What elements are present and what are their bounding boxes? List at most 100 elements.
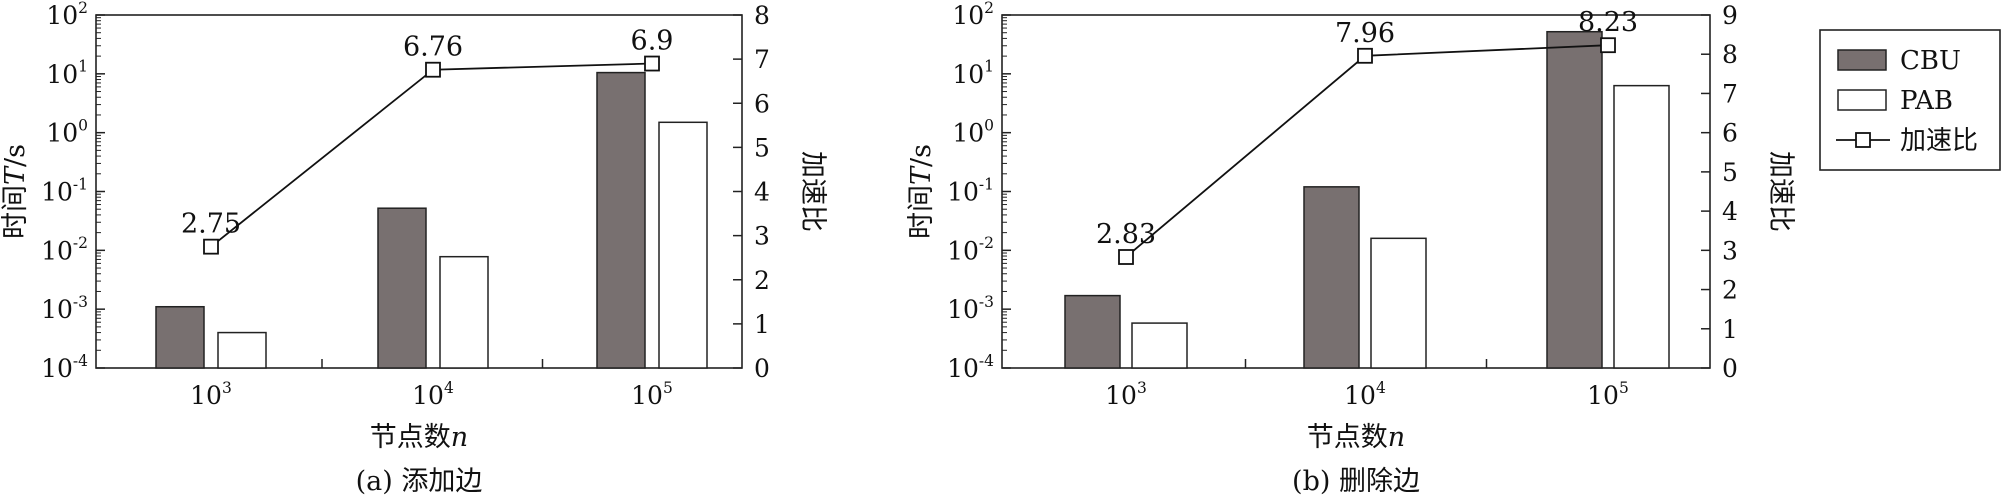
y-tick-label: 10-3 (41, 293, 88, 324)
bar-pab-1 (439, 255, 489, 369)
y2-tick-label: 7 (754, 45, 770, 74)
bar-cbu-0 (1064, 294, 1121, 369)
speedup-label-0: 2.83 (1096, 219, 1156, 250)
bar-cbu-1 (377, 207, 427, 369)
y2-tick-label: 3 (1722, 236, 1738, 265)
y2-tick-label: 4 (1722, 197, 1738, 226)
y2-tick-label: 3 (754, 222, 770, 251)
bar-pab-0 (1131, 322, 1188, 369)
y-tick-label-exponent: 1 (78, 58, 88, 76)
y-tick-label-exponent: -4 (73, 352, 88, 370)
y-tick-label-exponent: -1 (979, 175, 994, 193)
x-tick-label-base: 10 (1344, 381, 1376, 410)
y2-tick-label: 5 (1722, 158, 1738, 187)
bar-pab-2 (1613, 84, 1670, 369)
y-tick-label: 10-4 (41, 352, 88, 383)
y2-tick-label: 9 (1722, 1, 1738, 30)
legend-label-2: 加速比 (1900, 126, 1978, 156)
legend: CBU PAB 加速比 (1819, 29, 2001, 171)
y-tick-label: 100 (46, 116, 88, 147)
y-tick-label-exponent: 2 (78, 0, 88, 17)
y2-axis-title: 加速比 (1765, 151, 1796, 232)
y-tick-label-exponent: -4 (979, 352, 994, 370)
y2-tick-label: 6 (754, 89, 770, 118)
x-tick-label: 104 (1344, 379, 1386, 410)
x-axis-title-text: 节点数 (370, 422, 451, 453)
x-tick-label-base: 10 (631, 381, 663, 410)
y-tick-label-exponent: 0 (78, 116, 88, 134)
y-tick-label: 10-4 (947, 352, 994, 383)
bar-cbu-1 (1303, 186, 1360, 369)
x-axis-title: 节点数n (1307, 422, 1405, 453)
y-tick-label-exponent: 2 (984, 0, 994, 17)
x-tick-label-exponent: 3 (222, 379, 232, 397)
x-tick-label: 104 (412, 379, 454, 410)
y2-tick-label: 8 (1722, 40, 1738, 69)
y2-tick-label: 2 (1722, 276, 1738, 305)
x-tick-label: 105 (631, 379, 673, 410)
y-tick-label-exponent: -1 (73, 175, 88, 193)
x-axis-title-var: n (451, 422, 468, 453)
y-tick-label: 10-2 (947, 234, 994, 265)
speedup-line (1125, 44, 1609, 258)
x-tick-label-base: 10 (1587, 381, 1619, 410)
legend-label-1: PAB (1900, 86, 1953, 116)
bar-pab-2 (658, 121, 708, 369)
speedup-label-1: 6.76 (403, 32, 463, 63)
legend-swatch-pab (1837, 89, 1887, 111)
y-tick-label-base: 10 (952, 60, 984, 89)
y2-tick-label: 5 (754, 133, 770, 162)
y-axis-title: 时间T/s (906, 144, 937, 239)
legend-swatch-cbu (1837, 49, 1887, 71)
x-axis-title: 节点数n (370, 422, 468, 453)
panel-caption: (a) 添加边 (356, 466, 483, 497)
y-tick-label: 10-1 (41, 175, 88, 206)
bar-cbu-2 (1546, 30, 1603, 369)
y-tick-label-base: 10 (41, 236, 73, 265)
speedup-marker-1 (1357, 47, 1373, 64)
y-axis-title-var: T (906, 165, 937, 185)
y-axis-title-text: 时间 (0, 185, 31, 239)
bar-pab-0 (217, 331, 267, 369)
x-tick-label-exponent: 3 (1137, 379, 1147, 397)
y-tick-label: 102 (46, 0, 88, 30)
y2-tick-label: 0 (754, 354, 770, 383)
y2-axis-title: 加速比 (797, 151, 828, 232)
y-tick-label-base: 10 (947, 354, 979, 383)
y-tick-label-base: 10 (947, 295, 979, 324)
y-tick-label-exponent: 0 (984, 116, 994, 134)
x-tick-label-base: 10 (1105, 381, 1137, 410)
speedup-marker-0 (203, 238, 219, 255)
x-tick-label: 105 (1587, 379, 1629, 410)
speedup-label-2: 8.23 (1578, 7, 1638, 38)
y-tick-label: 10-2 (41, 234, 88, 265)
y2-tick-label: 8 (754, 1, 770, 30)
speedup-label-1: 7.96 (1335, 18, 1395, 49)
y-tick-label: 101 (952, 58, 994, 89)
y-tick-label-base: 10 (952, 1, 984, 30)
y-tick-label-exponent: -2 (73, 234, 88, 252)
legend-marker-swatch (1855, 132, 1871, 148)
y-axis-title-text: 时间 (906, 185, 937, 239)
y2-tick-label: 1 (1722, 315, 1738, 344)
x-tick-label-base: 10 (412, 381, 444, 410)
y-tick-label-exponent: -3 (979, 293, 994, 311)
y-tick-label-exponent: -2 (979, 234, 994, 252)
y2-tick-label: 2 (754, 266, 770, 295)
speedup-marker-2 (644, 55, 660, 72)
y-tick-label-base: 10 (947, 178, 979, 207)
panel-caption: (b) 删除边 (1292, 466, 1420, 497)
y-tick-label-base: 10 (952, 119, 984, 148)
y2-tick-label: 1 (754, 310, 770, 339)
y-tick-label: 10-3 (947, 293, 994, 324)
x-tick-label-exponent: 5 (663, 379, 673, 397)
y-tick-label: 102 (952, 0, 994, 30)
speedup-marker-2 (1600, 37, 1616, 54)
bar-cbu-0 (155, 305, 205, 369)
bar-cbu-2 (596, 71, 646, 369)
speedup-marker-1 (425, 61, 441, 78)
y-axis-title-var: T (0, 165, 31, 185)
speedup-label-2: 6.9 (631, 26, 674, 57)
